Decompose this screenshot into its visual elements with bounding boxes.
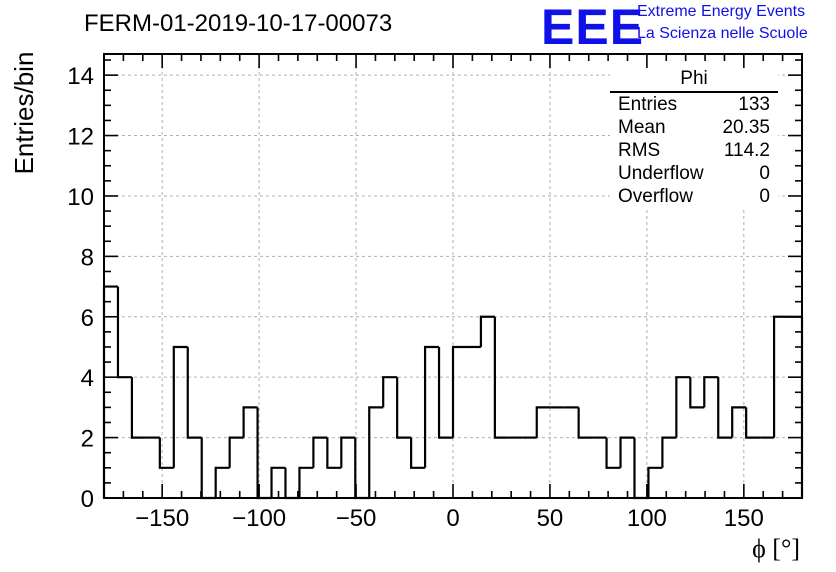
histogram-bin <box>647 466 663 498</box>
histogram-bin <box>172 345 188 468</box>
stats-title: Phi <box>610 68 778 93</box>
x-tick-label: 100 <box>627 505 667 532</box>
stats-row-overflow: Overflow 0 <box>610 185 778 208</box>
histogram-bin <box>326 437 342 469</box>
x-tick-label: 50 <box>537 505 564 532</box>
stats-row-rms: RMS 114.2 <box>610 139 778 162</box>
histogram-bin <box>186 346 202 439</box>
x-tick-label: 0 <box>446 505 459 532</box>
x-axis-title: ϕ [°] <box>752 534 800 563</box>
stats-value: 20.35 <box>722 117 770 138</box>
histogram-bin <box>270 466 286 498</box>
stats-box: Phi Entries 133 Mean 20.35 RMS 114.2 Und… <box>610 68 778 208</box>
stats-value: 114.2 <box>723 140 770 161</box>
y-tick-label: 10 <box>67 184 94 211</box>
histogram-bin <box>200 437 216 500</box>
histogram-bin <box>228 436 244 468</box>
histogram-bin <box>410 437 426 469</box>
histogram-bin <box>116 286 132 379</box>
y-tick-label: 4 <box>81 365 94 392</box>
x-tick-label: −150 <box>135 505 189 532</box>
stats-label: RMS <box>618 140 661 161</box>
histogram-bin <box>675 376 691 438</box>
stats-label: Underflow <box>618 163 704 184</box>
histogram-bin <box>368 406 384 498</box>
stats-label: Mean <box>618 117 666 138</box>
histogram-bin <box>451 345 467 438</box>
histogram-bin <box>605 437 621 469</box>
histogram-bin <box>242 406 258 438</box>
histogram-bin <box>535 406 551 438</box>
histogram-bin <box>298 466 314 498</box>
histogram-bin <box>745 407 761 439</box>
histogram-bin <box>396 377 412 439</box>
histogram-bin <box>619 436 635 468</box>
histogram-bin <box>703 376 719 408</box>
x-tick-label: −50 <box>336 505 377 532</box>
histogram-bin <box>437 346 453 439</box>
stats-label: Overflow <box>618 186 693 207</box>
y-tick-label: 8 <box>81 244 94 271</box>
x-tick-label: −100 <box>232 505 286 532</box>
stats-row-entries: Entries 133 <box>610 93 778 116</box>
histogram-bin <box>731 406 747 438</box>
histogram-bin <box>689 377 705 409</box>
y-tick-label: 2 <box>81 426 94 453</box>
y-tick-label: 6 <box>81 305 94 332</box>
stats-row-mean: Mean 20.35 <box>610 116 778 139</box>
histogram-bin <box>717 377 733 439</box>
stats-value: 0 <box>759 186 770 207</box>
histogram-bin <box>479 315 495 347</box>
histogram-bin <box>661 436 677 468</box>
histogram-bin <box>312 436 328 468</box>
histogram-bin <box>423 345 440 468</box>
histogram-bin <box>577 407 593 439</box>
y-tick-label: 12 <box>67 124 94 151</box>
stats-value: 133 <box>738 94 770 115</box>
histogram-bin <box>130 377 146 439</box>
x-tick-label: 150 <box>724 505 764 532</box>
run-title: FERM-01-2019-10-17-00073 <box>84 10 393 37</box>
histogram-bin <box>493 316 509 439</box>
stats-value: 0 <box>759 163 770 184</box>
y-tick-label: 14 <box>67 63 94 90</box>
histogram-bin <box>214 466 230 498</box>
axes <box>103 53 803 499</box>
logo-tagline-1: Extreme Energy Events <box>637 3 806 20</box>
histogram-bin <box>340 436 356 468</box>
histogram-bin <box>158 437 174 469</box>
histogram-bin <box>772 315 789 438</box>
tick-labels: −150 −100 −50 0 50 100 150 0 2 4 6 8 10 12 14 <box>67 63 764 532</box>
y-tick-label: 0 <box>81 486 94 513</box>
histogram-bin <box>382 376 398 408</box>
stats-row-underflow: Underflow 0 <box>610 162 778 185</box>
stats-label: Entries <box>618 94 678 115</box>
logo-tagline-2: La Scienza nelle Scuole <box>637 25 808 42</box>
y-axis-title: Entries/bin <box>9 52 39 175</box>
histogram-bin <box>354 437 370 500</box>
eee-logo: EEE <box>541 0 645 55</box>
